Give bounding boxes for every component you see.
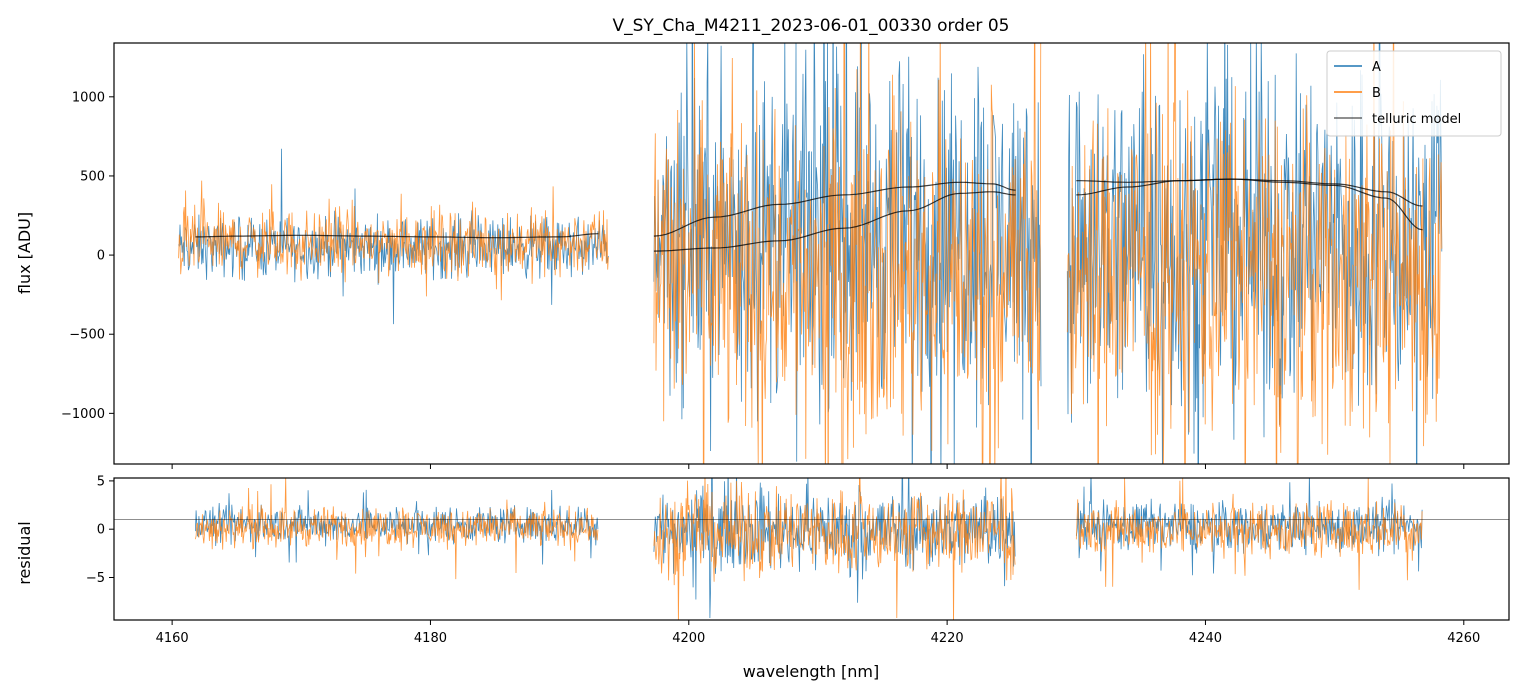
x-tick-label: 4180 bbox=[414, 631, 447, 646]
x-tick-label: 4220 bbox=[931, 631, 964, 646]
residual-b-segment-1 bbox=[195, 478, 599, 580]
x-axis-label: wavelength [nm] bbox=[743, 662, 880, 681]
x-tick-label: 4160 bbox=[156, 631, 189, 646]
flux-y-tick-label: −500 bbox=[69, 328, 105, 343]
legend-label-model: telluric model bbox=[1372, 112, 1461, 127]
flux-y-tick-label: −1000 bbox=[61, 407, 105, 422]
x-tick-label: 4200 bbox=[672, 631, 705, 646]
flux-x-ticks bbox=[171, 464, 1465, 469]
residual-y-tick-label: 5 bbox=[97, 474, 105, 489]
x-tick-label: 4240 bbox=[1189, 631, 1222, 646]
series-a-segment-2 bbox=[653, 43, 1042, 464]
residual-plot-area bbox=[114, 478, 1509, 620]
residual-y-tick-label: 0 bbox=[97, 523, 105, 538]
residual-x-ticks: 4160 4180 4200 4220 4240 4260 bbox=[156, 620, 1480, 646]
flux-axes-frame bbox=[113, 42, 1510, 465]
telluric-model-curve-2 bbox=[653, 181, 1016, 237]
legend-box bbox=[1326, 50, 1502, 137]
residual-axes-frame bbox=[113, 477, 1510, 621]
flux-y-tick-label: 1000 bbox=[72, 90, 105, 105]
chart-title: V_SY_Cha_M4211_2023-06-01_00330 order 05 bbox=[613, 16, 1010, 36]
flux-y-axis-label: flux [ADU] bbox=[15, 212, 34, 294]
residual-b-segment-2 bbox=[653, 478, 1016, 620]
flux-y-tick-label: 0 bbox=[97, 249, 105, 264]
flux-y-tick-label: 500 bbox=[80, 169, 105, 184]
legend: A B telluric model bbox=[1326, 50, 1502, 137]
telluric-model-curve-4 bbox=[1076, 178, 1423, 207]
flux-y-ticks: 1000 500 0 −500 −1000 bbox=[61, 90, 114, 422]
telluric-model-curve-3 bbox=[653, 191, 1016, 252]
series-b-segment-1 bbox=[178, 180, 609, 301]
x-tick-label: 4260 bbox=[1447, 631, 1480, 646]
flux-plot-area bbox=[178, 43, 1443, 464]
residual-y-ticks: 5 0 −5 bbox=[86, 474, 114, 586]
series-b-segment-3 bbox=[1066, 43, 1443, 464]
residual-b-segment-3 bbox=[1075, 478, 1423, 590]
residual-y-tick-label: −5 bbox=[86, 571, 105, 586]
telluric-model-curve-1 bbox=[195, 233, 599, 239]
telluric-model-curve-5 bbox=[1076, 178, 1423, 231]
residual-y-axis-label: residual bbox=[15, 521, 34, 584]
legend-label-a: A bbox=[1372, 60, 1381, 75]
series-b-segment-2 bbox=[653, 43, 1042, 464]
legend-label-b: B bbox=[1372, 86, 1381, 101]
